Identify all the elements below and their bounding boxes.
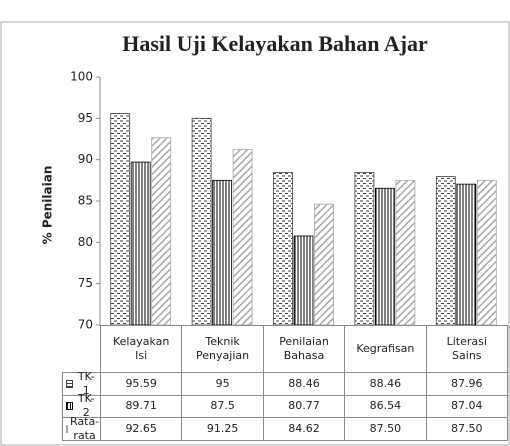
- y-tick-label: 80: [78, 235, 93, 249]
- y-tick-label: 95: [78, 111, 93, 125]
- table-value: 87.50: [425, 417, 508, 441]
- y-tick-label: 100: [70, 70, 93, 84]
- table-value: 88.46: [262, 372, 346, 396]
- category-cell: Kelayakan Isi: [100, 325, 183, 373]
- bar: [456, 183, 477, 326]
- legend-key: [66, 402, 74, 411]
- legend-key: [66, 424, 68, 433]
- table-value: 87.04: [425, 394, 508, 418]
- bar: [293, 235, 314, 326]
- bar: [314, 203, 334, 326]
- table-value: 95.59: [100, 372, 183, 396]
- y-tick-label: 90: [78, 152, 93, 166]
- bar: [374, 187, 395, 326]
- table-value: 86.54: [344, 394, 427, 418]
- bar: [395, 179, 416, 326]
- bar: [476, 179, 497, 326]
- category-cell: Literasi Sains: [425, 325, 508, 373]
- bar: [212, 179, 233, 326]
- legend-label: Rata-rata: [70, 414, 100, 442]
- bar: [273, 171, 293, 326]
- bar: [151, 137, 172, 326]
- bar: [110, 113, 131, 326]
- bar: [435, 176, 456, 326]
- table-value: 89.71: [100, 394, 183, 418]
- chart-title: Hasil Uji Kelayakan Bahan Ajar: [122, 31, 428, 56]
- table-value: 87.96: [425, 372, 508, 396]
- table-value: 87.50: [344, 417, 427, 441]
- table-value: 88.46: [344, 372, 427, 396]
- legend-label: TK-1: [77, 369, 95, 397]
- y-tick-label: 75: [78, 276, 93, 290]
- table-value: 84.62: [262, 417, 346, 441]
- y-axis-label: % Penilaian: [41, 166, 55, 245]
- y-tick-label: 70: [78, 318, 93, 332]
- category-cell: Teknik Penyajian: [181, 325, 264, 373]
- bar: [354, 171, 375, 326]
- category-cell: Penilaian Bahasa: [262, 325, 346, 373]
- bar: [191, 117, 212, 326]
- table-value: 91.25: [181, 417, 264, 441]
- legend-label: TK-2: [77, 392, 95, 420]
- bar: [130, 161, 151, 326]
- chart-border: [0, 21, 510, 446]
- legend-cell: Rata-rata: [62, 414, 101, 442]
- table-value: 87.5: [181, 394, 264, 418]
- y-tick-label: 85: [78, 194, 93, 208]
- category-cell: Kegrafisan: [344, 325, 427, 373]
- table-value: 92.65: [100, 417, 183, 441]
- bar: [232, 148, 253, 326]
- legend-key: [66, 379, 74, 388]
- table-value: 95: [181, 372, 264, 396]
- table-value: 80.77: [262, 394, 346, 418]
